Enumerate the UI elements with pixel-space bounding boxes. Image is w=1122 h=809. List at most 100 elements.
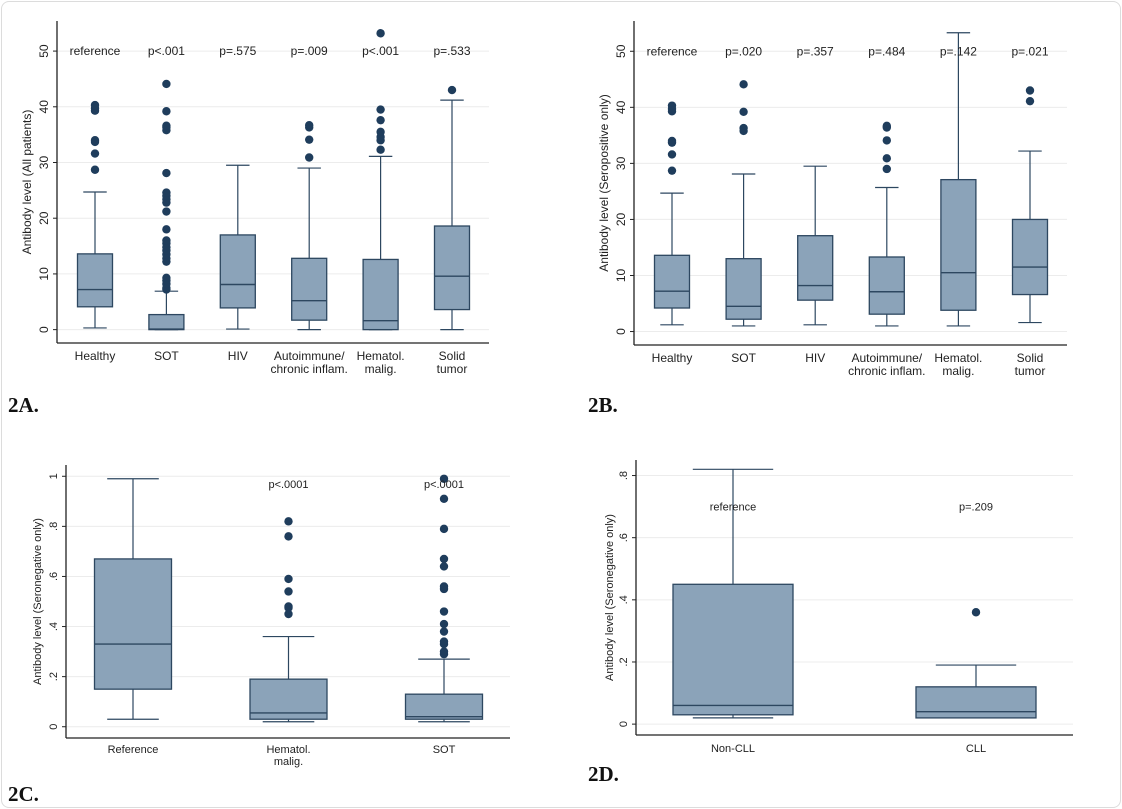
y-axis-title: Antibody level (All patients)	[20, 110, 34, 255]
outlier-point	[376, 29, 385, 38]
x-category-label: Hematol.	[934, 351, 982, 365]
y-tick-label: 30	[614, 156, 628, 170]
x-category-label: chronic inflam.	[848, 364, 925, 378]
y-tick-label: 30	[37, 156, 51, 170]
y-tick-label: 0	[618, 721, 630, 727]
p-value-annotation: p=.020	[725, 44, 762, 58]
x-category-label: SOT	[433, 744, 456, 756]
outlier-point	[739, 123, 748, 133]
x-category-label: Solid	[1017, 351, 1044, 365]
outlier-point	[882, 136, 891, 145]
box-healthy: reference Healthy	[647, 44, 698, 365]
outlier-point	[439, 637, 449, 646]
chart-panel-2b: 0 10 20 30 40 50 Antibody level (Seropositive …	[597, 21, 1067, 378]
iqr-box	[653, 254, 691, 309]
outlier-point	[284, 532, 293, 541]
outlier-point	[439, 647, 449, 656]
y-tick-label: .2	[618, 657, 630, 666]
x-category-label: Autoimmune/	[851, 351, 922, 365]
p-value-annotation: reference	[70, 44, 121, 58]
p-value-annotation: reference	[647, 44, 698, 58]
box-hiv: p=.357 HIV	[797, 44, 834, 365]
outlier-point	[882, 121, 891, 131]
y-tick-label: 1	[48, 473, 60, 479]
box-sot: p=.020 SOT	[725, 44, 762, 365]
x-category-label: Solid	[439, 349, 466, 363]
outlier-point	[739, 80, 748, 89]
outlier-point	[1025, 86, 1035, 95]
y-tick-label: .6	[48, 572, 60, 581]
box-hematol-malig: p<.001 Hematol.malig.	[357, 29, 405, 376]
box-cll: p=.209 CLL	[915, 502, 1037, 755]
p-value-annotation: p=.484	[868, 44, 905, 58]
iqr-box	[868, 256, 905, 315]
p-value-annotation: p<.0001	[268, 479, 308, 491]
x-category-label: malig.	[365, 362, 397, 376]
p-value-annotation: p=.357	[797, 44, 834, 58]
y-tick-label: .4	[48, 622, 60, 631]
x-category-label: Healthy	[652, 351, 693, 365]
outlier-point	[971, 608, 981, 617]
y-tick-label: 40	[614, 100, 628, 114]
outlier-point	[162, 79, 171, 89]
outlier-point	[90, 165, 100, 174]
iqr-box	[915, 686, 1037, 719]
box-hematol-malig: p<.0001 Hematol.malig.	[249, 479, 328, 768]
x-category-label: CLL	[966, 743, 986, 755]
outlier-point	[284, 602, 293, 611]
outlier-point	[439, 627, 449, 636]
box-autoimmune-chronic-inflam: p=.484 Autoimmune/chronic inflam.	[848, 44, 925, 378]
iqr-box	[362, 258, 399, 331]
outlier-point	[305, 153, 314, 162]
outlier-point	[439, 524, 449, 534]
box-non-cll: reference Non-CLL	[672, 468, 794, 755]
y-tick-label: 20	[37, 211, 51, 225]
x-category-label: chronic inflam.	[271, 362, 348, 376]
p-value-annotation: p=.021	[1011, 44, 1048, 58]
outlier-point	[376, 127, 385, 137]
x-category-label: Hematol.	[357, 349, 405, 363]
outlier-point	[439, 554, 449, 564]
iqr-box	[797, 235, 834, 301]
outlier-point	[439, 607, 449, 616]
box-hematol-malig: p=.142 Hematol.malig.	[934, 32, 982, 378]
x-category-label: tumor	[1015, 364, 1046, 378]
box-healthy: reference Healthy	[70, 44, 121, 363]
p-value-annotation: reference	[710, 502, 756, 514]
y-tick-label: .6	[618, 533, 630, 542]
outlier-point	[162, 168, 171, 178]
chart-panel-2c: 0 .2 .4 .6 .8 1 Antibody level (Seronegative o…	[32, 465, 510, 768]
outlier-point	[447, 85, 457, 95]
box-sot: p<.0001 SOT	[404, 474, 484, 756]
outlier-point	[439, 494, 449, 504]
y-tick-label: .8	[618, 471, 630, 480]
y-axis-title: Antibody level (Seronegative only)	[604, 514, 616, 681]
y-tick-label: 10	[37, 267, 51, 281]
outlier-point	[162, 188, 171, 197]
x-category-label: HIV	[805, 351, 825, 365]
outlier-point	[305, 120, 314, 130]
panel-label-2b: 2B.	[588, 393, 618, 417]
outlier-point	[882, 164, 891, 174]
outlier-point	[882, 154, 891, 163]
outlier-point	[739, 107, 748, 117]
y-tick-label: 0	[37, 326, 51, 333]
outlier-point	[667, 150, 677, 159]
p-value-annotation: p=.575	[219, 44, 256, 58]
outlier-point	[667, 136, 677, 146]
iqr-box	[672, 583, 794, 716]
y-tick-label: .2	[48, 672, 60, 681]
outlier-point	[439, 619, 449, 629]
x-category-label: malig.	[942, 364, 974, 378]
outlier-point	[667, 101, 677, 110]
x-category-label: Reference	[108, 744, 159, 756]
iqr-box	[93, 558, 173, 690]
x-category-label: SOT	[154, 349, 179, 363]
y-tick-label: 40	[37, 100, 51, 114]
y-tick-label: 50	[37, 44, 51, 58]
p-value-annotation: p<.001	[148, 44, 185, 58]
panel-label-2d: 2D.	[588, 762, 619, 786]
